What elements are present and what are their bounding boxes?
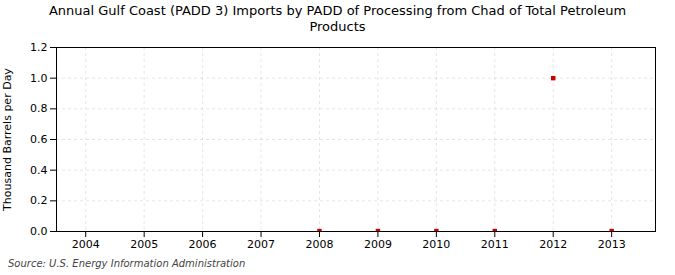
- svg-text:2010: 2010: [422, 238, 450, 251]
- svg-text:2011: 2011: [481, 238, 509, 251]
- html-text:Annual Gulf Coast (PADD 3) Imp: Annual Gulf Coast (PADD 3) Imports by PA…: [48, 3, 627, 34]
- html-text:Source: U.S. Energy Informatio: Source: U.S. Energy Information Administ…: [8, 258, 246, 269]
- svg-text:1.0: 1.0: [30, 72, 48, 85]
- svg-text:2006: 2006: [189, 238, 217, 251]
- svg-text:0.2: 0.2: [30, 194, 48, 207]
- svg-text:2005: 2005: [130, 238, 158, 251]
- svg-text:2004: 2004: [72, 238, 100, 251]
- svg-text:1.2: 1.2: [30, 41, 48, 54]
- svg-text:Thousand Barrels per Day: Thousand Barrels per Day: [1, 68, 14, 212]
- svg-text:0.0: 0.0: [30, 225, 48, 238]
- svg-text:2009: 2009: [364, 238, 392, 251]
- svg-text:0.6: 0.6: [30, 133, 48, 146]
- svg-text:2007: 2007: [247, 238, 275, 251]
- svg-text:2008: 2008: [305, 238, 333, 251]
- svg-text:0.8: 0.8: [30, 102, 48, 115]
- svg-text:0.4: 0.4: [30, 164, 48, 177]
- svg-text:2013: 2013: [598, 238, 626, 251]
- svg-text:2012: 2012: [539, 238, 567, 251]
